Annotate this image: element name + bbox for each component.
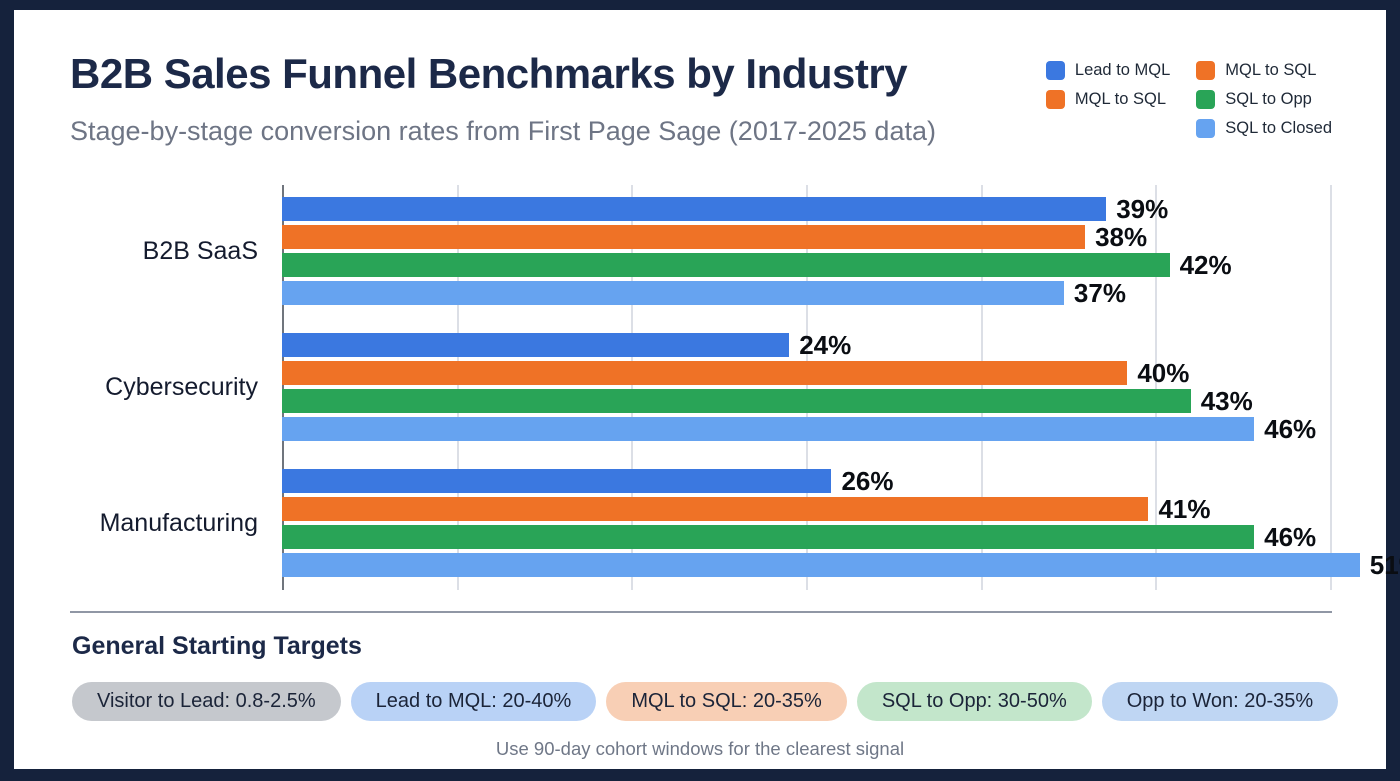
targets-pill-row: Visitor to Lead: 0.8-2.5% Lead to MQL: 20… [72,682,1339,721]
bar-value-label: 26% [841,466,894,496]
legend-label: Lead to MQL [1074,60,1171,79]
bar-row: 42% [282,250,1400,280]
legend-item: MQL to SQL [1196,60,1332,80]
y-axis-line [282,185,284,590]
bar-value-label: 51% [1369,550,1400,580]
bar-row: 46% [282,522,1400,552]
bar-row: 24% [282,330,1400,360]
bar [282,497,1149,521]
bar [282,389,1191,413]
legend-label: MQL to SQL [1225,60,1317,79]
plot-area: 39%38% 42% 37% 24% 40% 43% 46% 26% 41% 46% 51% [282,185,1400,590]
target-pill: Visitor to Lead: 0.8-2.5% [72,682,341,721]
bar-chart: B2B SaaS Cybersecurity Manufacturing 39% 38… [70,185,1400,591]
bar-value-label: 41% [1158,494,1211,524]
bar [282,333,790,357]
bar-row: 38% [282,222,1400,252]
legend-item: SQL to Closed [1196,118,1332,138]
bar-row: 40% [282,358,1400,388]
targets-heading: General Starting Targets [72,632,362,660]
category-label: Cybersecurity [105,372,258,401]
legend-swatch-icon [1045,60,1065,80]
bar-value-label: 43% [1200,386,1253,416]
chart-gridline [980,185,983,590]
bar-value-label: 38% [1095,222,1148,252]
legend-label: SQL to Closed [1225,118,1332,137]
bar-row: 26% [282,466,1400,496]
bar-row: 46% [282,414,1400,444]
chart-gridline [456,185,459,590]
bar-value-label: 24% [799,330,852,360]
bar-value-label: 39% [1116,194,1169,224]
category-label: B2B SaaS [142,236,258,265]
legend-column: Lead to MQL MQL to SQL [1045,60,1171,138]
bar [282,469,832,493]
bar-row: 51% [282,550,1400,580]
chart-subtitle: Stage-by-stage conversion rates from Fir… [70,116,936,146]
legend-item: Lead to MQL [1045,60,1171,80]
bar-row: 43% [282,386,1400,416]
bar-row: 37% [282,278,1400,308]
legend-swatch-icon [1196,60,1216,80]
chart-gridline [1155,185,1158,590]
bar-value-label: 46% [1264,522,1317,552]
bar [282,417,1255,441]
legend: Lead to MQL MQL to SQL MQL to SQL SQL to Op… [1045,60,1332,138]
legend-column: MQL to SQL SQL to Opp SQL to Closed [1196,60,1332,138]
legend-swatch-icon [1045,89,1065,109]
bar [282,197,1107,221]
bar-value-label: 40% [1137,358,1190,388]
section-divider [70,611,1332,613]
bar-row: 41% [282,494,1400,524]
legend-label: MQL to SQL [1074,89,1166,108]
bar-value-label: 46% [1264,414,1317,444]
bar [282,361,1128,385]
target-pill: Lead to MQL: 20-40% [350,682,597,721]
bar [282,281,1064,305]
legend-swatch-icon [1196,118,1216,138]
legend-swatch-icon [1196,89,1216,109]
legend-item: MQL to SQL [1045,89,1170,109]
bar [282,525,1255,549]
chart-gridline [806,185,808,590]
target-pill: MQL to SQL: 20-35% [606,682,847,721]
legend-item: SQL to Opp [1196,89,1332,109]
footer-note: Use 90-day cohort windows for the cleare… [495,738,905,759]
bar [282,553,1360,577]
chart-title: B2B Sales Funnel Benchmarks by Industry [70,50,908,97]
target-pill: Opp to Won: 20-35% [1101,682,1339,721]
bar-value-label: 37% [1073,278,1126,308]
chart-gridline [631,185,634,590]
legend-label: SQL to Opp [1225,89,1312,108]
bar-value-label: 42% [1179,250,1232,280]
target-pill: SQL to Opp: 30-50% [856,682,1092,721]
category-label: Manufacturing [99,508,258,537]
bar [282,225,1086,249]
chart-gridline [1330,185,1332,590]
bar-row: 39% [282,194,1400,224]
bar [282,253,1170,277]
